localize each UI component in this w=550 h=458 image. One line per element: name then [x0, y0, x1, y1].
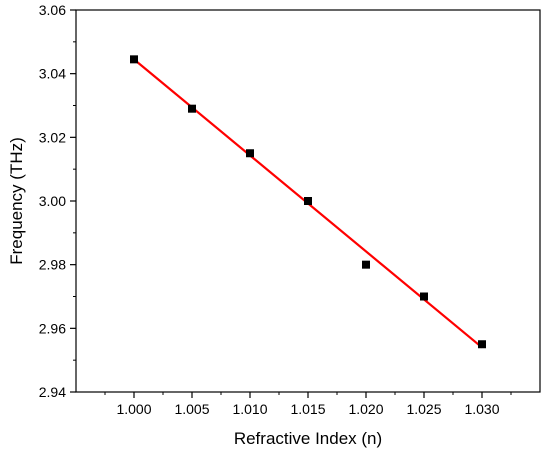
- y-tick-label: 3.02: [39, 129, 66, 145]
- y-tick-label: 3.00: [39, 193, 66, 209]
- x-axis-title: Refractive Index (n): [234, 429, 382, 448]
- x-tick-label: 1.025: [406, 401, 441, 417]
- data-point: [188, 104, 196, 113]
- y-tick-label: 2.94: [39, 384, 66, 400]
- data-point: [478, 340, 486, 349]
- y-tick-label: 3.06: [39, 2, 66, 18]
- y-tick-label: 3.04: [39, 66, 66, 82]
- x-tick-label: 1.015: [290, 401, 325, 417]
- y-tick-label: 2.96: [39, 320, 66, 336]
- y-tick-label: 2.98: [39, 257, 66, 273]
- data-point: [362, 260, 370, 269]
- data-points: [130, 55, 486, 349]
- data-point: [420, 292, 428, 301]
- data-point: [246, 149, 254, 158]
- data-point: [304, 197, 312, 205]
- x-tick-label: 1.030: [464, 401, 499, 417]
- data-point: [130, 55, 138, 64]
- ticks: 1.000 1.005 1.010 1.015 1.020 1.025 1.030 2.94 2…: [39, 2, 512, 417]
- x-tick-label: 1.000: [116, 401, 151, 417]
- x-tick-label: 1.010: [232, 401, 267, 417]
- x-tick-label: 1.020: [348, 401, 383, 417]
- x-tick-label: 1.005: [174, 401, 209, 417]
- y-axis-title: Frequency (THz): [7, 137, 26, 265]
